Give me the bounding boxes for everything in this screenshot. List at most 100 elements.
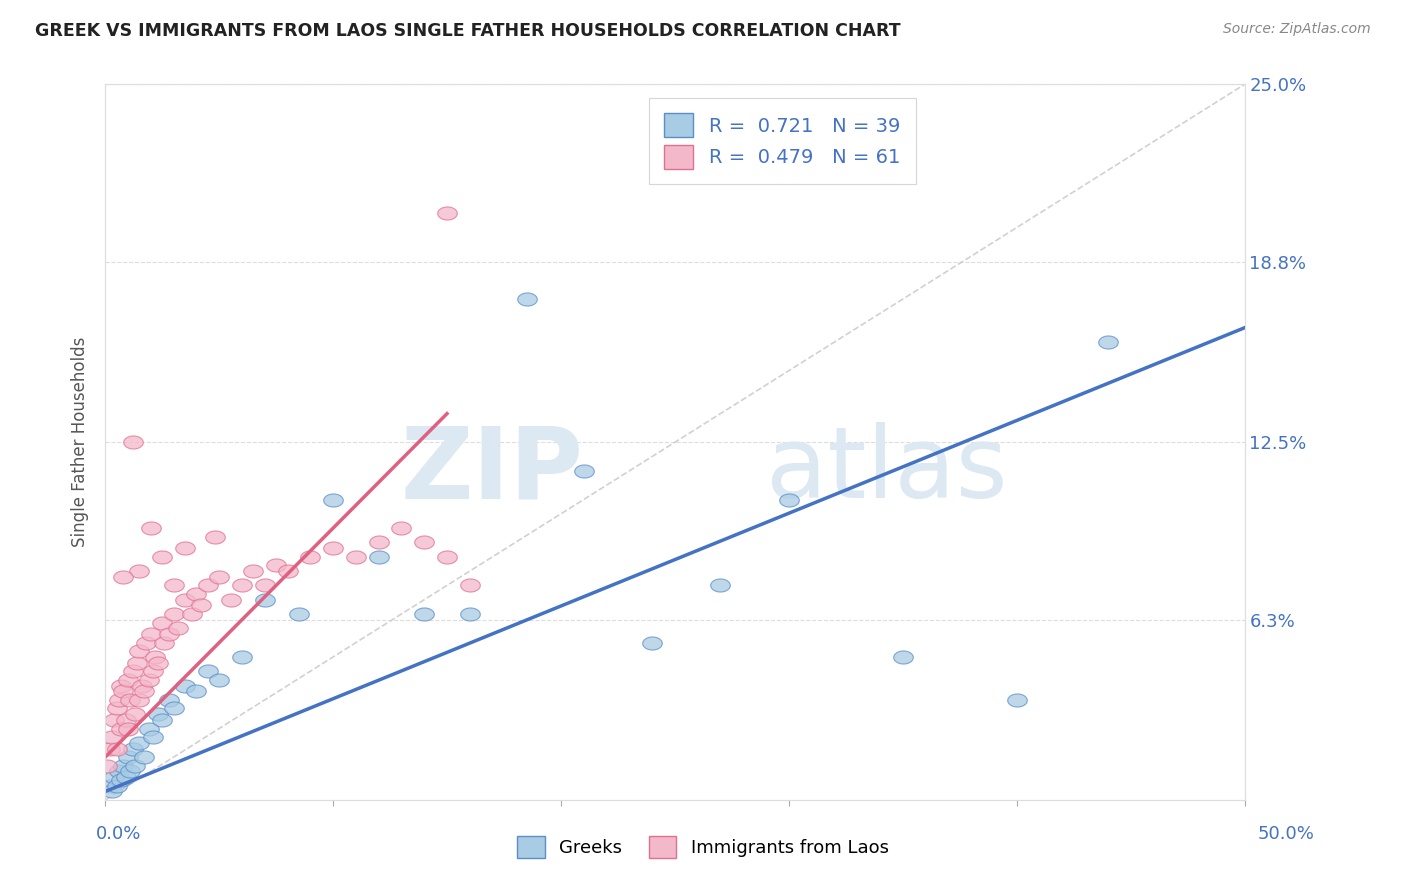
Point [197,665,219,679]
Point [138,673,160,687]
Point [413,607,436,621]
Point [253,592,276,607]
Point [180,607,202,621]
Point [139,521,162,535]
Point [138,722,160,736]
Point [322,541,344,556]
Legend: R =  0.721   N = 39, R =  0.479   N = 61: R = 0.721 N = 39, R = 0.479 N = 61 [648,98,915,184]
Point [458,578,481,592]
Point [110,679,132,693]
Point [174,679,197,693]
Point [117,673,139,687]
Point [110,772,132,787]
Point [103,770,125,784]
Point [135,635,157,649]
Point [197,578,219,592]
Point [142,730,165,744]
Text: ZIP: ZIP [401,423,583,519]
Point [186,587,208,601]
Point [121,665,143,679]
Point [276,564,298,578]
Point [264,558,287,573]
Point [162,607,184,621]
Point [117,750,139,764]
Point [150,713,173,727]
Point [112,570,135,584]
Point [150,549,173,564]
Point [121,435,143,450]
Point [112,684,135,698]
Point [139,627,162,641]
Point [128,693,150,707]
Text: 0.0%: 0.0% [96,825,141,843]
Point [124,758,146,772]
Point [344,549,367,564]
Point [121,741,143,756]
Point [103,713,125,727]
Text: GREEK VS IMMIGRANTS FROM LAOS SINGLE FATHER HOUSEHOLDS CORRELATION CHART: GREEK VS IMMIGRANTS FROM LAOS SINGLE FAT… [35,22,901,40]
Point [120,693,142,707]
Point [516,292,538,306]
Point [132,684,155,698]
Point [105,779,128,793]
Point [253,578,276,592]
Point [114,713,136,727]
Point [153,635,176,649]
Point [299,549,322,564]
Point [436,549,458,564]
Point [150,615,173,630]
Point [219,592,242,607]
Point [891,649,914,664]
Point [162,578,184,592]
Point [108,764,131,779]
Point [120,764,142,779]
Point [131,679,153,693]
Point [231,578,253,592]
Point [231,649,253,664]
Point [208,673,231,687]
Point [110,722,132,736]
Point [105,741,128,756]
Point [322,492,344,507]
Y-axis label: Single Father Households: Single Father Households [72,337,89,548]
Point [709,578,731,592]
Point [98,741,121,756]
Point [367,535,389,549]
Point [96,758,118,772]
Legend: Greeks, Immigrants from Laos: Greeks, Immigrants from Laos [510,829,896,865]
Point [367,549,389,564]
Point [128,644,150,658]
Point [142,665,165,679]
Point [157,693,180,707]
Point [112,758,135,772]
Point [132,750,155,764]
Point [101,730,124,744]
Point [641,635,664,649]
Point [186,684,208,698]
Point [1097,334,1119,349]
Point [1005,693,1028,707]
Point [174,592,197,607]
Point [167,621,190,635]
Point [98,779,121,793]
Point [208,570,231,584]
Point [101,784,124,798]
Point [458,607,481,621]
Text: Source: ZipAtlas.com: Source: ZipAtlas.com [1223,22,1371,37]
Point [157,627,180,641]
Point [436,206,458,220]
Text: 50.0%: 50.0% [1258,825,1315,843]
Point [778,492,800,507]
Point [143,649,166,664]
Point [146,656,169,670]
Point [242,564,264,578]
Point [124,707,146,722]
Point [127,656,149,670]
Point [174,541,197,556]
Point [413,535,436,549]
Text: atlas: atlas [766,423,1008,519]
Point [114,770,136,784]
Point [128,736,150,750]
Point [288,607,311,621]
Point [391,521,413,535]
